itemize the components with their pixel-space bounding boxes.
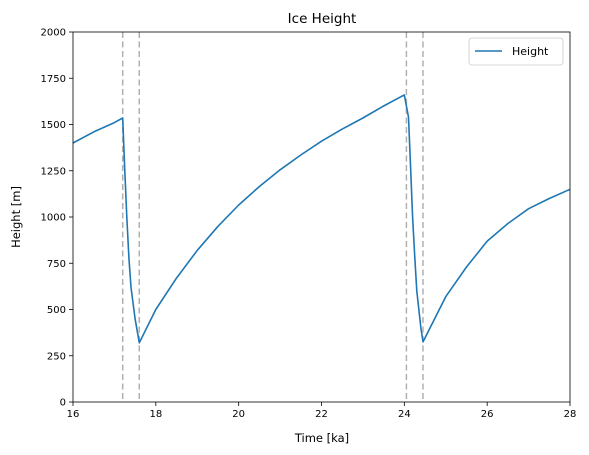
legend-box <box>468 37 564 66</box>
x-tick-label: 20 <box>232 409 245 420</box>
x-tick-label: 22 <box>315 409 328 420</box>
chart-title: Ice Height <box>288 11 357 27</box>
x-axis-label: Time [ka] <box>294 431 349 445</box>
y-tick-label: 750 <box>47 259 66 270</box>
y-axis-ticks: 0 250 500 750 1000 1250 1500 1750 2000 <box>41 28 73 409</box>
y-tick-label: 0 <box>60 398 66 409</box>
y-tick-label: 2000 <box>41 28 66 39</box>
x-axis-ticks: 16 18 20 22 24 26 28 <box>67 402 577 420</box>
legend: Height <box>468 37 564 66</box>
x-tick-label: 28 <box>564 409 577 420</box>
vertical-lines <box>121 32 424 402</box>
x-tick-label: 16 <box>67 409 80 420</box>
y-tick-label: 1500 <box>41 120 66 131</box>
y-tick-label: 1750 <box>41 74 66 85</box>
legend-label-height: Height <box>512 45 549 58</box>
series-group <box>72 94 571 344</box>
x-tick-label: 26 <box>481 409 494 420</box>
y-tick-label: 250 <box>47 351 66 362</box>
x-tick-label: 24 <box>398 409 411 420</box>
y-tick-label: 1000 <box>41 213 66 224</box>
x-tick-label: 18 <box>149 409 162 420</box>
y-axis-label: Height [m] <box>9 186 23 248</box>
y-tick-label: 1250 <box>41 166 66 177</box>
plot-frame <box>72 31 571 403</box>
series-line-height <box>72 94 571 344</box>
y-tick-label: 500 <box>47 305 66 316</box>
